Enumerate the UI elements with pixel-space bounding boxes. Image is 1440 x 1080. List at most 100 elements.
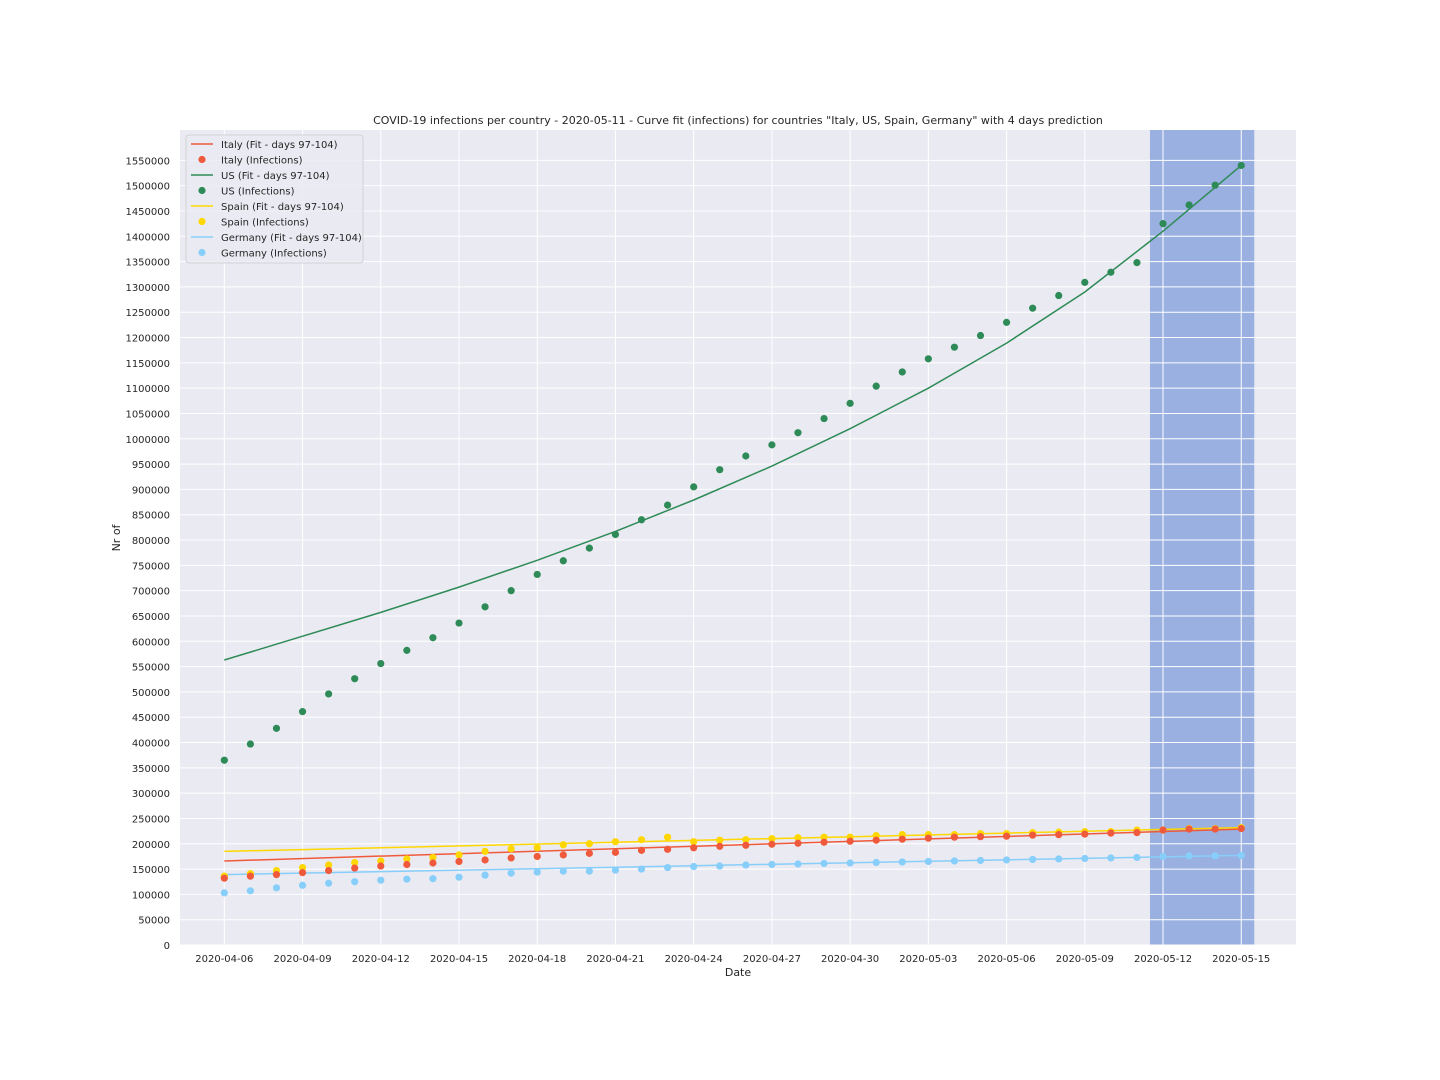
data-point-germany-infections [220,889,228,897]
y-tick-label: 1250000 [125,308,170,319]
data-point-germany-infections [716,862,724,870]
x-tick-label: 2020-04-18 [508,954,566,965]
data-point-us-infections [559,557,567,565]
data-point-germany-infections [1055,855,1063,863]
y-tick-label: 900000 [132,485,170,496]
data-point-us-infections [742,452,750,460]
data-point-germany-infections [637,865,646,873]
data-point-spain-infections [351,858,359,867]
data-point-germany-infections [976,856,985,865]
data-point-spain-infections [663,833,672,841]
legend-label: Spain (Infections) [221,218,309,229]
data-point-germany-infections [1185,852,1193,860]
y-tick-label: 1400000 [125,232,170,243]
data-point-germany-infections [794,860,802,868]
data-point-us-infections [1211,181,1219,189]
y-tick-label: 800000 [132,536,170,547]
data-point-spain-infections [429,853,437,862]
data-point-italy-infections [716,842,724,850]
y-tick-label: 100000 [132,890,170,901]
data-point-germany-infections [1002,856,1011,864]
data-point-germany-infections [507,869,515,877]
data-point-italy-infections [1185,825,1193,833]
data-point-germany-infections [533,868,541,876]
data-point-italy-infections [481,856,489,864]
data-point-spain-infections [403,855,411,863]
chart-title: COVID-19 infections per country - 2020-0… [373,114,1103,127]
data-point-italy-infections [220,874,228,882]
data-point-germany-infections [1107,854,1115,862]
data-point-germany-infections [298,881,307,889]
data-point-italy-infections [794,839,802,847]
data-point-italy-infections [1107,829,1115,837]
data-point-italy-infections [637,846,646,854]
data-point-germany-infections [455,873,463,881]
data-point-us-infections [846,399,854,407]
plot-area: 0 50000 100000 150000 200000 250000 300000 3500… [125,130,1296,965]
data-point-germany-infections [820,859,828,868]
data-point-italy-infections [1237,824,1245,833]
data-point-us-infections [1133,259,1141,267]
data-point-us-infections [1237,161,1245,170]
data-point-us-infections [220,756,228,764]
data-point-us-infections [950,343,959,351]
y-tick-label: 1100000 [125,384,170,395]
data-point-germany-infections [872,858,880,867]
y-tick-label: 200000 [132,840,170,851]
data-point-italy-infections [1055,831,1063,839]
series-line-spain-fit-days-97-104 [224,826,1242,853]
x-tick-label: 2020-05-15 [1212,954,1270,965]
y-tick-label: 50000 [138,916,170,927]
y-tick-label: 300000 [132,789,170,800]
data-point-germany-infections [1237,851,1245,860]
data-point-us-infections [351,675,359,683]
series-line-italy-fit-days-97-104 [224,828,1242,862]
data-point-spain-infections [637,836,646,844]
x-tick-label: 2020-04-30 [821,954,879,965]
data-point-us-infections [246,740,255,748]
data-point-italy-infections [611,848,620,856]
data-point-us-infections [325,690,333,698]
y-tick-label: 650000 [132,612,170,623]
legend-point-swatch [198,248,206,257]
data-point-germany-infections [768,860,776,869]
data-point-us-infections [585,544,593,552]
data-point-italy-infections [1002,832,1011,840]
data-point-us-infections [507,587,515,595]
legend-label: Italy (Fit - days 97-104) [221,140,338,151]
data-point-italy-infections [325,866,333,875]
data-point-us-infections [690,483,698,491]
data-point-germany-infections [950,857,959,865]
data-point-us-infections [455,619,463,627]
x-tick-label: 2020-05-12 [1134,954,1192,965]
data-point-germany-infections [403,875,411,883]
y-tick-label: 400000 [132,739,170,750]
y-tick-label: 1050000 [125,409,170,420]
x-tick-label: 2020-04-06 [195,954,253,965]
data-point-italy-infections [924,834,932,842]
data-point-us-infections [611,530,620,539]
data-point-us-infections [898,368,906,376]
y-tick-label: 1150000 [125,359,170,370]
y-tick-label: 150000 [132,865,170,876]
legend-point-swatch [198,186,206,195]
series-line-germany-fit-days-97-104 [224,854,1242,876]
data-point-germany-infections [924,857,932,866]
data-point-us-infections [976,331,985,340]
y-axis-title: Nr of [110,523,123,551]
series-line-us-fit-days-97-104 [224,164,1242,661]
data-point-us-infections [663,501,672,509]
data-point-spain-infections [716,836,724,844]
data-point-spain-infections [768,835,776,843]
data-point-germany-infections [429,875,437,883]
data-point-italy-infections [768,840,776,848]
legend-point-swatch [198,217,206,226]
x-tick-label: 2020-04-12 [352,954,410,965]
data-point-germany-infections [585,867,593,875]
data-point-italy-infections [1211,825,1219,833]
data-point-us-infections [1081,278,1089,286]
data-point-italy-infections [846,837,854,845]
y-tick-label: 1550000 [125,156,170,167]
data-point-us-infections [768,441,776,449]
data-point-spain-infections [742,836,750,844]
